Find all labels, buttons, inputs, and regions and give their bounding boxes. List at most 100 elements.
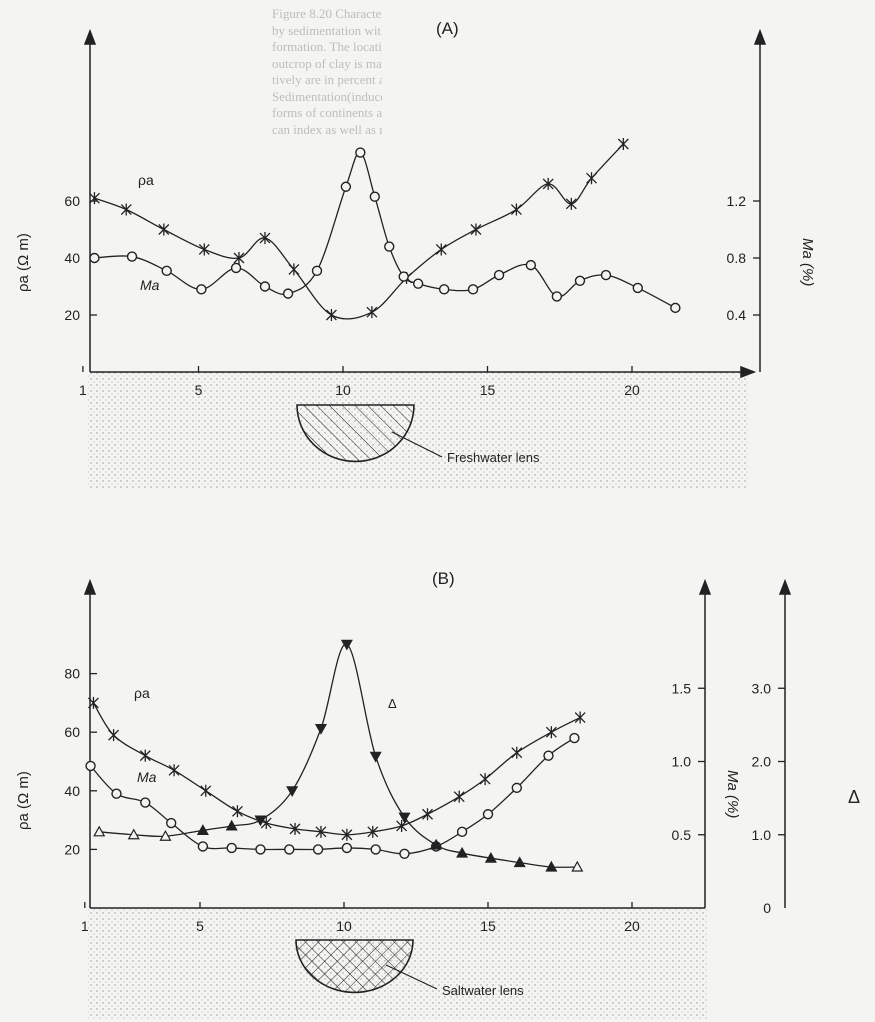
background-text-line: formation. The location of [272, 39, 382, 54]
data-point-circle [600, 269, 612, 281]
background-text-line: forms of continents and land [272, 105, 382, 120]
data-point-triangle [340, 639, 353, 651]
data-point-circle [255, 844, 266, 855]
panel-a-ylabel-left: ρa (Ω m) [15, 233, 32, 292]
data-point-x [158, 223, 170, 236]
annotation-freshwater: Freshwater lens [447, 450, 540, 465]
data-point-triangle [196, 824, 209, 835]
data-point-circle [196, 284, 207, 295]
label-rho-a: ρa [138, 172, 154, 188]
data-point-triangle [314, 723, 327, 735]
y-tick-label-right: 0.8 [727, 250, 747, 266]
data-point-triangle [225, 819, 238, 831]
panel-b-axes [83, 578, 792, 909]
data-point-circle [543, 750, 554, 761]
series-line [92, 702, 581, 836]
data-point-x [89, 192, 100, 205]
data-point-circle [355, 147, 366, 158]
data-point-circle [551, 291, 563, 302]
panel-b-ylabel-right2: Δ [848, 787, 860, 807]
data-point-circle [384, 241, 395, 252]
data-point-x [198, 243, 210, 256]
data-point-x [139, 749, 151, 762]
data-point-x [545, 726, 557, 739]
panel-a-axes [83, 28, 767, 379]
x-tick-label: 1 [79, 382, 87, 398]
data-point-circle [370, 844, 381, 855]
data-point-triangle [430, 838, 443, 850]
data-point-triangle [127, 828, 140, 840]
saltwater-lens [295, 939, 414, 994]
data-point-x [315, 825, 327, 838]
data-point-circle [399, 848, 410, 859]
data-point-circle [311, 265, 323, 277]
annotation-saltwater: Saltwater lens [442, 983, 524, 998]
x-tick-label: 1 [81, 918, 89, 934]
y-tick-label-left: 60 [64, 724, 80, 740]
y-tick-label-left: 20 [64, 307, 80, 323]
background-text-line: Figure 8.20 Characteristic p [272, 6, 382, 21]
data-point-x [87, 696, 99, 709]
freshwater-lens [296, 404, 415, 463]
background-text-line: can index as well as resis [272, 121, 382, 137]
data-point-circle [312, 844, 324, 855]
data-point-x [120, 203, 132, 216]
data-point-x [108, 729, 120, 742]
label-ma-a: Ma [140, 277, 160, 293]
panel-b-ylabel-right: Ma (%) [724, 770, 741, 818]
panel-b-ylabel-left: ρa (Ω m) [15, 771, 32, 830]
y-tick-label-right2: 2.0 [752, 754, 772, 770]
x-tick-label: 10 [336, 918, 352, 934]
data-point-x [435, 243, 447, 256]
data-point-x [168, 764, 180, 777]
y-tick-label-left: 80 [64, 666, 80, 682]
data-point-circle [632, 282, 643, 294]
data-point-triangle [484, 851, 497, 863]
data-point-x [341, 828, 353, 841]
x-tick-label: 20 [624, 382, 640, 398]
y-tick-label-left: 60 [64, 193, 80, 209]
panel-a-ylabel-right: Ma (%) [799, 238, 816, 286]
data-point-triangle [159, 829, 172, 841]
data-point-x [453, 790, 465, 803]
data-point-triangle [369, 751, 382, 763]
data-point-x [396, 819, 408, 832]
data-point-circle [259, 281, 271, 292]
y-tick-label-right: 1.0 [672, 754, 692, 770]
background-text-line: tively are in percent as chang [272, 72, 382, 87]
data-point-x [565, 197, 577, 210]
data-point-circle [670, 302, 681, 314]
label-ma-b: Ma [137, 769, 157, 785]
x-tick-label: 20 [624, 918, 640, 934]
data-point-circle [111, 788, 122, 799]
data-point-x [574, 711, 586, 724]
y-tick-label-right: 0.4 [727, 307, 747, 323]
y-tick-label-right: 1.2 [727, 193, 747, 209]
panel-b-title: (B) [432, 569, 455, 588]
data-point-x [617, 138, 629, 150]
data-point-x [233, 252, 245, 264]
data-point-x [366, 306, 378, 319]
label-delta-b: Δ [388, 696, 397, 711]
data-point-circle [284, 844, 295, 855]
x-tick-label: 15 [480, 918, 496, 934]
y-tick-label-left: 40 [64, 250, 80, 266]
data-point-circle [230, 262, 242, 274]
background-text-line: outcrop of clay is marked a [272, 55, 382, 71]
data-point-triangle [398, 812, 411, 824]
background-text-line: by sedimentation with f [272, 22, 382, 38]
data-point-circle [574, 275, 586, 286]
data-point-circle [197, 841, 209, 852]
data-point-circle [282, 288, 294, 299]
data-point-x [231, 805, 243, 818]
data-point-circle [493, 269, 505, 281]
data-point-x [200, 784, 212, 797]
y-tick-label-right: 0.5 [672, 827, 692, 843]
data-point-circle [340, 181, 352, 192]
data-point-circle [341, 842, 353, 854]
y-tick-label-right2: 0 [763, 900, 771, 916]
data-point-circle [126, 251, 138, 262]
data-point-x [367, 825, 379, 838]
background-text-block: Figure 8.20 Characteristic p by sediment… [272, 6, 382, 138]
